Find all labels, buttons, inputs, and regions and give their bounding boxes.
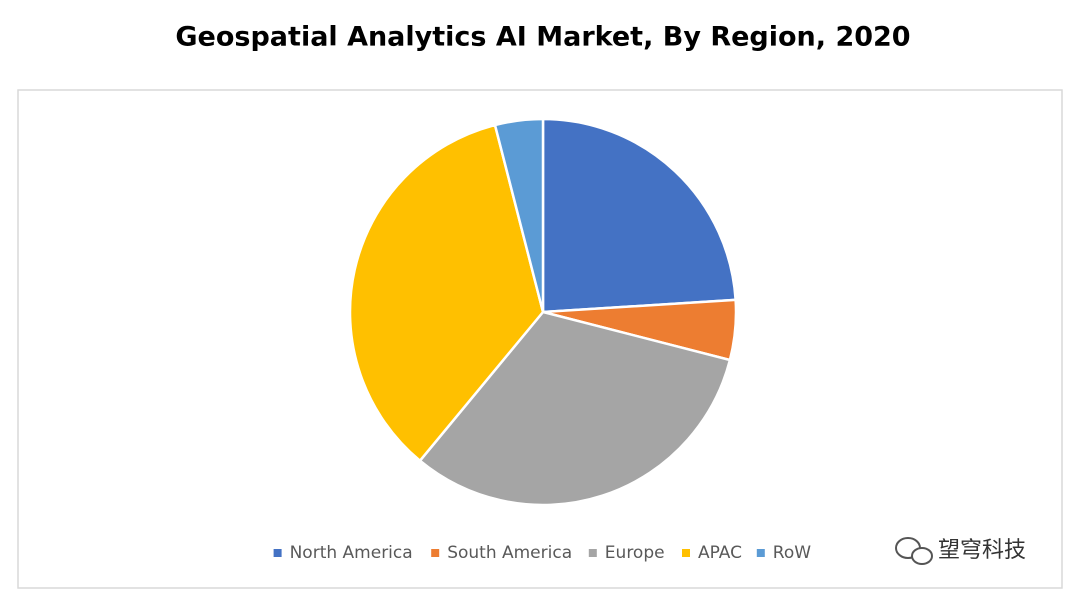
legend-swatch xyxy=(756,549,765,557)
watermark-icon xyxy=(895,537,933,565)
legend-label: South America xyxy=(447,543,572,563)
pie-slice xyxy=(348,123,545,463)
legend-swatch xyxy=(431,549,440,557)
legend-label: Europe xyxy=(605,543,665,563)
legend-swatch xyxy=(682,549,690,557)
chart-title: Geospatial Analytics AI Market, By Regio… xyxy=(175,22,910,53)
legend-swatch xyxy=(273,549,282,557)
legend-label: RoW xyxy=(773,543,811,563)
pie-slice xyxy=(541,117,737,314)
legend-swatch xyxy=(588,549,597,557)
legend-label: North America xyxy=(290,543,413,563)
legend-label: APAC xyxy=(698,543,742,563)
watermark: 望穹科技 xyxy=(938,538,1026,563)
pie-slice xyxy=(493,117,545,313)
pie-slice xyxy=(418,310,732,507)
